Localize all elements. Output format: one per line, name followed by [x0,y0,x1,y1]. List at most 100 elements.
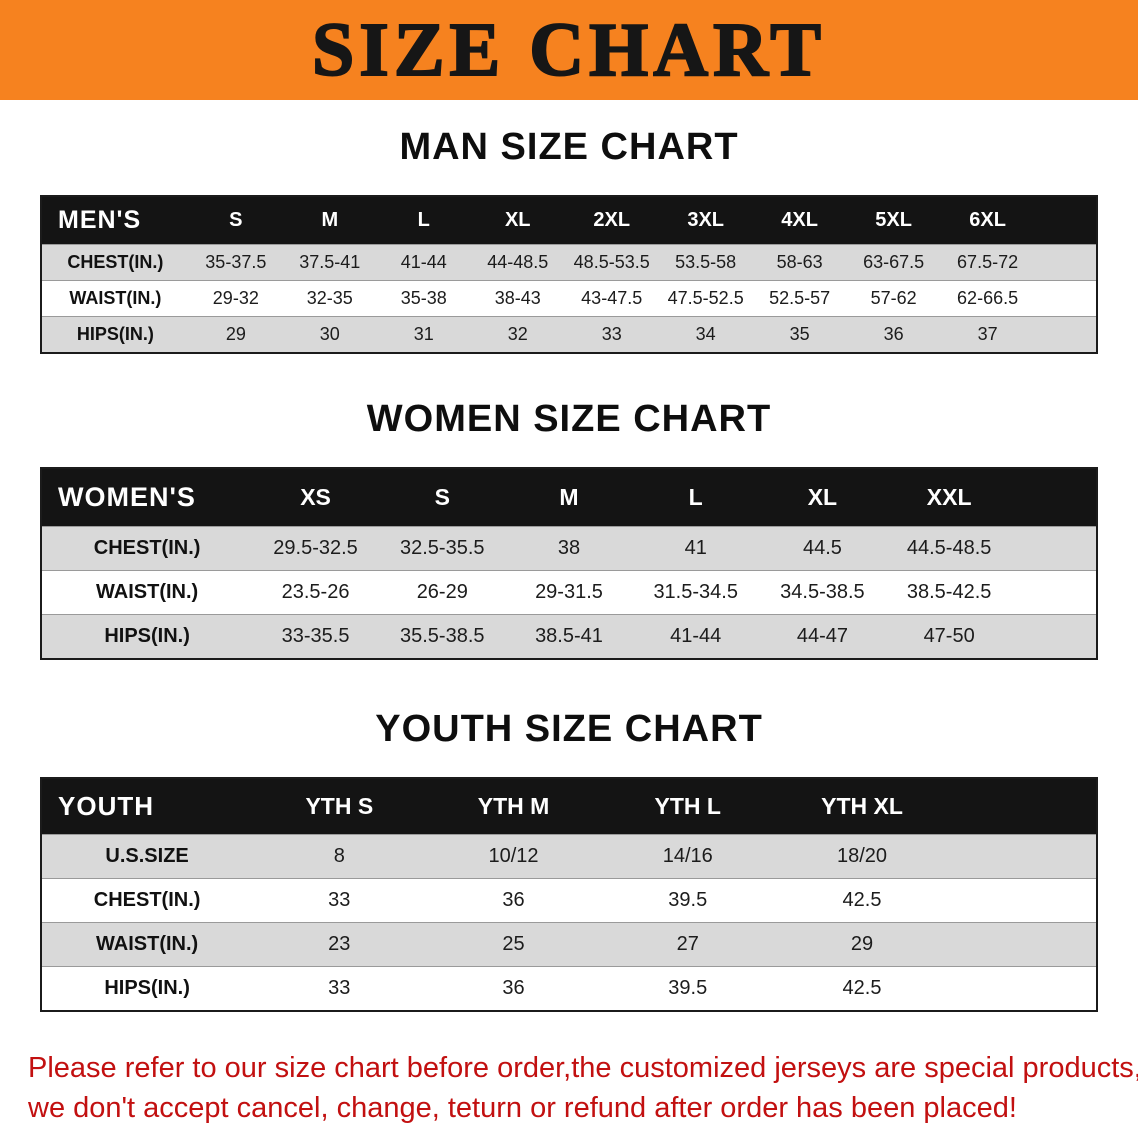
spacer-cell [1035,317,1097,354]
size-column-header: XXL [926,484,972,510]
size-column-header: S [434,484,450,510]
size-value-cell: 30 [319,324,340,344]
row-label: HIPS(IN.) [104,977,190,999]
size-value-cell: 32 [507,324,528,344]
table-header-row: YOUTH YTH S YTH M YTH L YTH XL [41,778,1097,835]
spacer-cell [1013,468,1098,527]
size-column-header: M [559,484,579,510]
size-value-cell: 35 [789,324,810,344]
size-column-header: YTH XL [821,793,903,819]
size-value-cell: 37 [977,324,998,344]
size-column-header: 2XL [593,209,631,231]
size-value-cell: 27 [676,933,699,955]
row-label: U.S.SIZE [105,845,189,867]
size-column-header: 3XL [687,209,725,231]
size-value-cell: 48.5-53.5 [573,252,650,272]
size-value-cell: 47.5-52.5 [667,288,744,308]
size-column-header: YTH L [654,793,721,819]
row-label: WAIST(IN.) [95,933,199,955]
disclaimer: Please refer to our size chart before or… [0,1048,1138,1128]
size-column-header: S [229,209,243,231]
size-value-cell: 18/20 [836,845,888,867]
spacer-cell [1013,527,1098,571]
size-value-cell: 29-32 [212,288,259,308]
spacer-cell [949,923,1097,967]
size-value-cell: 53.5-58 [675,252,737,272]
men-size-chart-section: MAN SIZE CHART MEN'S S M L XL 2XL 3XL 4XL 5XL 6XL… [40,126,1098,354]
table-row: CHEST(IN.) 35-37.5 37.5-41 41-44 44-48.5 48.5… [41,244,1097,281]
table-row: WAIST(IN.) 23.5-26 26-29 29-31.5 31.5-34.5 34… [41,570,1098,615]
page-title: SIZE CHART [311,7,826,93]
youth-size-chart-section: YOUTH SIZE CHART YOUTH YTH S YTH M YTH L YTH… [40,708,1098,1012]
size-column-header: XL [807,484,838,510]
size-value-cell: 23 [328,933,351,955]
size-value-cell: 42.5 [842,889,882,911]
size-value-cell: 8 [333,845,345,867]
table-corner-label: WOMEN'S [58,482,196,512]
spacer-cell [949,879,1097,923]
table-row: HIPS(IN.) 29 30 31 32 33 34 35 36 37 [41,316,1097,354]
size-value-cell: 35-37.5 [205,252,267,272]
spacer-cell [1035,196,1097,245]
size-value-cell: 42.5 [842,977,882,999]
size-value-cell: 25 [502,933,525,955]
size-column-header: YTH M [477,793,550,819]
size-value-cell: 39.5 [668,889,708,911]
spacer-cell [1035,245,1097,281]
size-value-cell: 38.5-41 [535,625,603,647]
size-value-cell: 26-29 [416,581,468,603]
disclaimer-line-2: we don't accept cancel, change, teturn o… [28,1092,1017,1125]
table-row: HIPS(IN.) 33 36 39.5 42.5 [41,966,1097,1011]
size-column-header: 5XL [875,209,912,231]
size-value-cell: 43-47.5 [581,288,643,308]
size-column-header: L [417,209,430,231]
size-value-cell: 63-67.5 [863,252,925,272]
table-row: HIPS(IN.) 33-35.5 35.5-38.5 38.5-41 41-44 44-… [41,614,1097,659]
size-value-cell: 38.5-42.5 [906,581,992,603]
size-value-cell: 44-48.5 [487,252,549,272]
size-value-cell: 36 [502,889,525,911]
size-value-cell: 33-35.5 [281,625,350,647]
size-column-header: 4XL [781,209,818,231]
women-size-table: WOMEN'S XS S M L XL XXL CHEST(IN.) 29.5-32.5 32.5… [40,467,1098,660]
size-value-cell: 32.5-35.5 [400,537,485,559]
disclaimer-line-1: Please refer to our size chart before or… [28,1052,1138,1084]
size-value-cell: 31.5-34.5 [653,581,738,603]
size-value-cell: 33 [601,324,622,344]
size-value-cell: 41-44 [400,252,447,272]
size-value-cell: 33 [328,977,351,999]
size-column-header: 6XL [969,209,1006,231]
men-section-heading: MAN SIZE CHART [399,126,739,168]
row-label: HIPS(IN.) [76,324,154,344]
content: MAN SIZE CHART MEN'S S M L XL 2XL 3XL 4XL 5XL 6XL… [0,126,1138,1012]
table-header-row: MEN'S S M L XL 2XL 3XL 4XL 5XL 6XL [41,196,1097,245]
size-value-cell: 47-50 [923,625,975,647]
women-section-heading: WOMEN SIZE CHART [366,398,772,440]
row-label: WAIST(IN.) [95,581,199,603]
table-row: CHEST(IN.) 33 36 39.5 42.5 [41,878,1097,923]
table-row: WAIST(IN.) 29-32 32-35 35-38 38-43 43-47.5 47.… [41,280,1097,317]
table-corner-label: MEN'S [58,206,142,234]
size-value-cell: 32-35 [306,288,353,308]
size-value-cell: 35-38 [400,288,447,308]
size-value-cell: 34.5-38.5 [780,581,865,603]
size-value-cell: 10/12 [488,845,539,867]
women-size-chart-section: WOMEN SIZE CHART WOMEN'S XS S M L XL XXL CHEST(… [40,398,1098,660]
size-value-cell: 44.5 [802,537,842,559]
size-value-cell: 35.5-38.5 [400,625,485,647]
size-column-header: XS [300,484,331,510]
size-column-header: L [688,484,703,510]
spacer-cell [1013,571,1098,615]
size-value-cell: 31 [413,324,434,344]
size-value-cell: 34 [695,324,716,344]
table-row: WAIST(IN.) 23 25 27 29 [41,922,1097,967]
size-value-cell: 44.5-48.5 [906,537,992,559]
size-value-cell: 41-44 [670,625,722,647]
size-value-cell: 38 [557,537,581,559]
size-value-cell: 58-63 [776,252,823,272]
size-value-cell: 29 [225,324,246,344]
table-row: CHEST(IN.) 29.5-32.5 32.5-35.5 38 41 44.5 44.5… [41,526,1098,571]
size-column-header: YTH S [305,793,374,819]
size-value-cell: 36 [502,977,525,999]
